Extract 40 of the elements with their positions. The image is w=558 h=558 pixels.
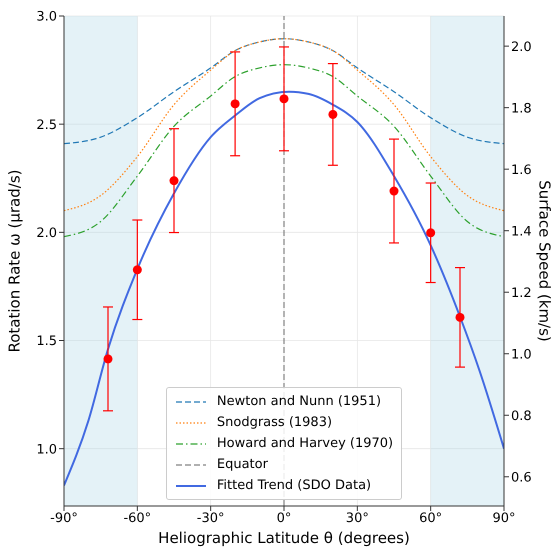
y2-tick-label: 1.4 [511, 224, 532, 240]
x-tick-label: 60° [419, 511, 442, 526]
y2-tick-label: 1.2 [511, 286, 532, 301]
legend-label: Fitted Trend (SDO Data) [216, 478, 372, 493]
legend-label: Howard and Harvey (1970) [216, 436, 394, 451]
y2-tick-label: 2.0 [511, 40, 532, 55]
point [169, 176, 179, 186]
y2-tick-label: 1.8 [511, 101, 532, 116]
point [328, 110, 338, 119]
x-tick-label: -90° [50, 511, 78, 526]
x-tick-label: -60° [123, 511, 152, 526]
legend-label: Snodgrass (1983) [216, 415, 332, 430]
y-axis-title: Rotation Rate ω (μrad/s) [5, 170, 24, 352]
point [132, 265, 142, 274]
y-tick-label: 2.5 [36, 118, 57, 133]
point [426, 228, 436, 238]
y2-tick-label: 0.6 [511, 470, 532, 486]
x-tick-label: 30° [346, 511, 369, 526]
point [389, 186, 399, 196]
line-series [64, 38, 504, 212]
point [455, 312, 465, 322]
point [103, 354, 113, 364]
x-tick-label: -30° [196, 511, 225, 526]
y-tick-label: 2.0 [36, 226, 57, 241]
line-series [64, 64, 504, 238]
legend-label: Newton and Nunn (1951) [216, 394, 382, 409]
point [279, 94, 289, 104]
y2-tick-label: 1.0 [511, 347, 532, 362]
x-tick-label: 90° [492, 511, 516, 526]
y-tick-label: 1.0 [36, 442, 57, 458]
point [230, 99, 240, 108]
y2-tick-label: 1.6 [511, 162, 532, 178]
line-series [64, 38, 504, 144]
x-axis-title: Heliographic Latitude θ (degrees) [158, 529, 410, 547]
y2-axis-title: Surface Speed (km/s) [536, 180, 554, 342]
y-tick-label: 3.0 [36, 10, 57, 25]
x-tick-label: 0° [276, 511, 292, 526]
y2-tick-label: 0.8 [511, 408, 532, 424]
y-tick-label: 1.5 [36, 334, 57, 350]
ref-line-label: Equator [216, 457, 268, 472]
